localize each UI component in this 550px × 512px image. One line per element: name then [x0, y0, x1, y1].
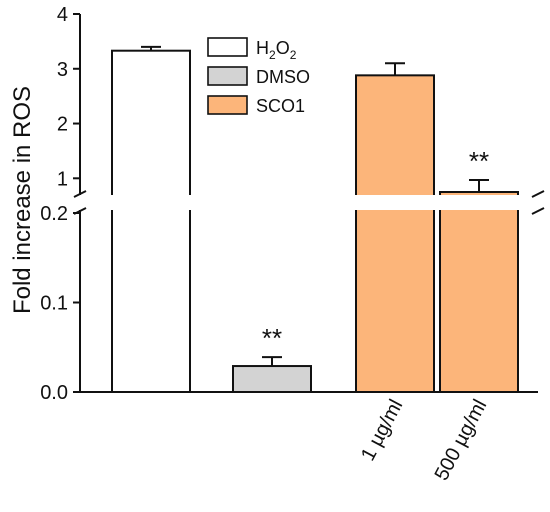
x-tick-labels: 1 µg/ml 500 µg/ml — [357, 396, 491, 484]
axis-break-mark-2 — [531, 190, 545, 198]
y-tick-label-lower-2: 0.2 — [40, 203, 68, 225]
y-tick-label-upper-0: 1 — [57, 168, 68, 190]
bar-dmso-1 — [232, 365, 312, 394]
y-tick-label-lower-1: 0.1 — [40, 293, 68, 315]
significance-label-3: ** — [469, 146, 489, 176]
legend-swatch-h2o2 — [207, 37, 248, 57]
legend: H2O2 DMSO SCO1 — [207, 37, 310, 116]
y-axis-title: Fold increase in ROS — [9, 86, 36, 314]
bars: ** ** — [111, 45, 519, 394]
bar-h2o2-0 — [111, 49, 191, 394]
x-tick-label-2: 1 µg/ml — [357, 396, 407, 465]
legend-label-sco1: SCO1 — [256, 96, 305, 116]
legend-h2o2-sub1: 2 — [269, 48, 276, 62]
significance-label-1: ** — [262, 323, 282, 353]
y-tick-label-upper-2: 3 — [57, 59, 68, 81]
legend-h2o2-main: H — [256, 38, 269, 58]
y-tick-label-upper-1: 2 — [57, 114, 68, 136]
y-tick-label-lower-0: 0.0 — [40, 382, 68, 404]
tick-labels: 1 2 3 4 0.0 0.1 0.2 — [40, 4, 80, 404]
y-tick-label-upper-3: 4 — [57, 4, 68, 26]
bar-sco1-3 — [439, 191, 519, 393]
legend-label-dmso: DMSO — [256, 67, 310, 87]
axis-break-mark-0 — [73, 190, 87, 198]
axis-break-mark-3 — [531, 207, 545, 215]
x-tick-label-3: 500 µg/ml — [431, 396, 492, 484]
legend-h2o2-sub2: 2 — [290, 48, 297, 62]
axis-break-band — [72, 195, 550, 210]
legend-label-h2o2: H2O2 — [256, 38, 297, 62]
bar-sco1-2 — [355, 74, 435, 393]
legend-h2o2-mid: O — [276, 38, 290, 58]
legend-swatch-dmso — [207, 66, 248, 86]
legend-swatch-sco1 — [207, 95, 248, 115]
